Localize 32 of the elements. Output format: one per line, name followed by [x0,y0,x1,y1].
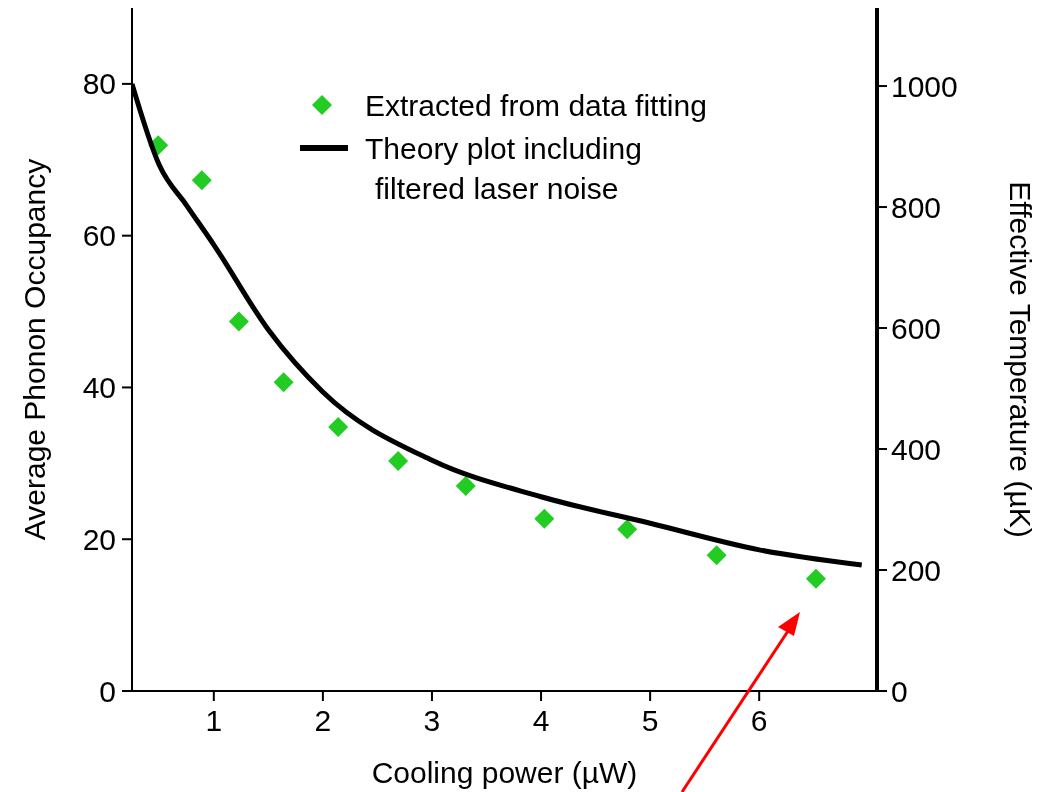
x-tick-label: 6 [750,704,768,737]
y2-tick-label: 600 [891,311,942,345]
legend-label: Extracted from data fitting [365,88,707,122]
x-tick-label: 2 [314,704,332,737]
point [388,451,409,472]
y-tick-label: 0 [99,674,116,708]
legend-label: Theory plot including filtered laser noise [365,131,642,205]
y-axis-title: Average Phonon Occupancy [17,158,51,541]
y2-tick-label: 0 [891,674,908,708]
y2-axis-title: Effective Temperature (µK) [1003,181,1037,538]
x-tick-label: 4 [532,704,550,737]
point [228,311,249,332]
y-tick-label: 40 [82,370,116,404]
y-tick-label: 60 [82,219,116,253]
point [273,372,294,393]
y-tick-label: 20 [82,522,116,556]
point [706,545,727,566]
point [805,568,826,589]
x-axis-title: Cooling power (µW) [371,756,638,789]
point [328,416,349,437]
y2-tick-label: 200 [891,553,942,587]
point [455,476,476,497]
y2-tick-label: 800 [891,190,942,224]
point [534,508,555,529]
y2-tick-label: 1000 [891,69,958,103]
point [191,170,212,191]
point [617,519,638,540]
y-tick-label: 80 [82,67,116,101]
x-tick-label: 3 [423,704,441,737]
x-tick-label: 1 [205,704,223,737]
y2-tick-label: 400 [891,432,942,466]
x-tick-label: 5 [641,704,659,737]
